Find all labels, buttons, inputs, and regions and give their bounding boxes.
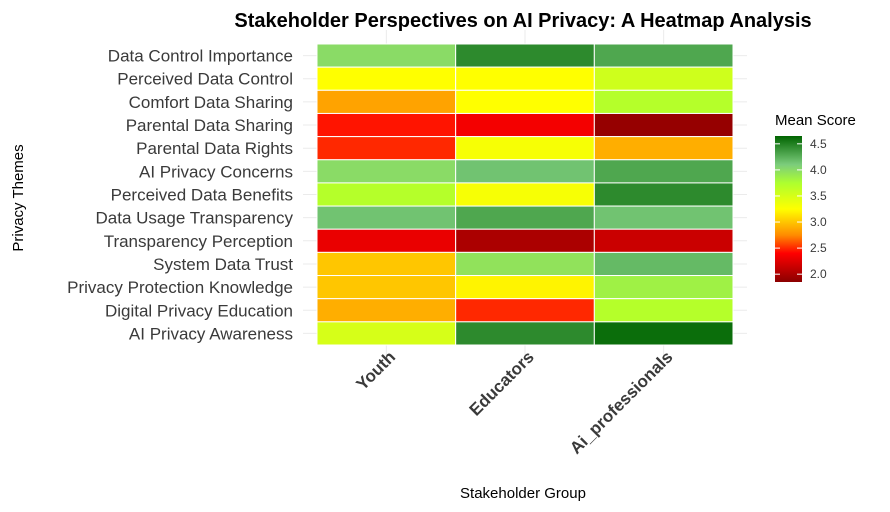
x-axis-label: Stakeholder Group	[460, 485, 586, 502]
heatmap-cell	[316, 43, 457, 68]
heatmap-cell	[316, 89, 457, 114]
heatmap-cell	[316, 298, 457, 323]
heatmap-cells	[316, 43, 734, 346]
legend-tick-label: 3.5	[810, 189, 827, 203]
heatmap-cell	[593, 205, 734, 230]
heatmap-cell	[593, 43, 734, 68]
heatmap-cell	[455, 112, 595, 138]
heatmap-cell	[316, 228, 457, 253]
heatmap-cell	[593, 275, 734, 300]
heatmap-cell	[593, 112, 734, 138]
heatmap-cell	[455, 43, 595, 68]
chart-title: Stakeholder Perspectives on AI Privacy: …	[234, 10, 811, 32]
legend-colorbar	[775, 136, 802, 282]
y-tick-label: AI Privacy Awareness	[129, 324, 293, 343]
heatmap-cell	[316, 182, 457, 207]
heatmap-cell	[316, 205, 457, 230]
y-tick-labels: Data Control Importance Perceived Data Co…	[67, 47, 293, 344]
legend-title: Mean Score	[775, 112, 856, 129]
heatmap-cell	[593, 159, 734, 184]
heatmap-cell	[455, 298, 595, 323]
heatmap-cell	[455, 205, 595, 230]
y-tick-label: System Data Trust	[153, 255, 293, 274]
y-tick-label: Transparency Perception	[104, 232, 293, 251]
y-tick-label: Data Control Importance	[108, 47, 293, 66]
y-axis-label: Privacy Themes	[10, 144, 27, 251]
heatmap-cell	[316, 136, 457, 161]
heatmap-cell	[316, 112, 457, 138]
heatmap-cell	[316, 66, 457, 91]
y-tick-label: Parental Data Sharing	[126, 116, 293, 135]
legend-tick-label: 4.0	[810, 163, 827, 177]
heatmap-cell	[593, 136, 734, 161]
heatmap-cell	[593, 321, 734, 346]
x-tick-label: Ai_professionals	[566, 347, 676, 457]
heatmap-cell	[593, 182, 734, 207]
heatmap-cell	[316, 275, 457, 300]
heatmap-cell	[593, 66, 734, 91]
heatmap-cell	[455, 251, 595, 277]
y-tick-label: Parental Data Rights	[136, 139, 293, 158]
y-tick-label: Perceived Data Benefits	[111, 186, 293, 205]
x-tick-label: Educators	[466, 347, 538, 419]
heatmap-cell	[455, 321, 595, 346]
legend-tick-label: 4.5	[810, 137, 827, 151]
y-tick-label: Digital Privacy Education	[105, 301, 293, 320]
heatmap-cell	[455, 228, 595, 253]
heatmap-cell	[316, 159, 457, 184]
y-tick-label: Privacy Protection Knowledge	[67, 278, 293, 297]
heatmap-cell	[455, 182, 595, 207]
heatmap-cell	[593, 298, 734, 323]
x-tick-label: Youth	[353, 347, 400, 394]
heatmap-cell	[455, 66, 595, 91]
y-tick-label: Perceived Data Control	[117, 70, 293, 89]
heatmap-cell	[455, 275, 595, 300]
heatmap-cell	[593, 251, 734, 277]
heatmap-cell	[455, 159, 595, 184]
heatmap-cell	[316, 251, 457, 277]
y-tick-label: Data Usage Transparency	[96, 209, 294, 228]
heatmap-cell	[455, 89, 595, 114]
x-tick-labels: Youth Educators Ai_professionals	[353, 347, 677, 457]
legend-tick-label: 2.0	[810, 267, 827, 281]
heatmap-cell	[316, 321, 457, 346]
color-legend: Mean Score 2.0 2.5 3.0 3.5 4.0 4.5	[775, 112, 856, 282]
y-tick-label: AI Privacy Concerns	[139, 162, 293, 181]
y-tick-label: Comfort Data Sharing	[129, 93, 293, 112]
legend-tick-label: 2.5	[810, 241, 827, 255]
heatmap-cell	[455, 136, 595, 161]
heatmap-cell	[593, 89, 734, 114]
legend-tick-label: 3.0	[810, 215, 827, 229]
heatmap-cell	[593, 228, 734, 253]
